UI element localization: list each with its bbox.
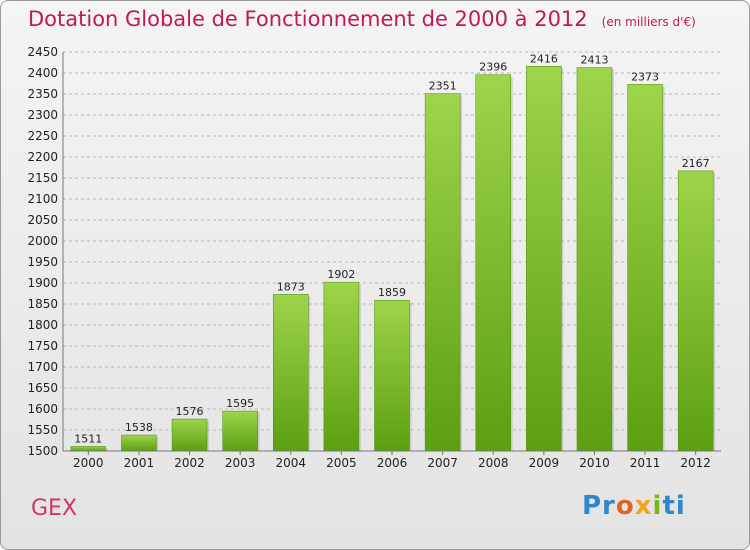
x-tick-label-2000: 2000 <box>73 456 104 470</box>
bar-2003 <box>222 410 258 452</box>
y-tick-label-2400: 2400 <box>27 66 58 80</box>
bar-2009 <box>526 66 562 452</box>
bar-2004 <box>273 294 309 452</box>
y-tick-label-2250: 2250 <box>27 129 58 143</box>
x-tick-label-2009: 2009 <box>529 456 560 470</box>
bar-2010 <box>576 67 613 452</box>
y-tick-label-2300: 2300 <box>27 108 58 122</box>
y-tick-label-2150: 2150 <box>27 171 58 185</box>
value-label-2011: 2373 <box>631 70 659 83</box>
unit-text: (en milliers d'€) <box>601 15 696 29</box>
y-tick-label-1550: 1550 <box>27 423 58 437</box>
bar-2001 <box>121 434 157 452</box>
x-tick-label-2006: 2006 <box>377 456 408 470</box>
proxiti-logo: Proxiti <box>582 491 686 521</box>
bar-2008 <box>475 74 511 452</box>
value-label-2007: 2351 <box>429 80 457 93</box>
x-tick-label-2003: 2003 <box>225 456 256 470</box>
value-label-2009: 2416 <box>530 52 558 65</box>
y-tick-label-2000: 2000 <box>27 234 58 248</box>
y-tick-label-1800: 1800 <box>27 318 58 332</box>
title-text: Dotation Globale de Fonctionnement de 20… <box>28 7 588 31</box>
bar-2006 <box>374 299 410 452</box>
x-tick-label-2007: 2007 <box>427 456 458 470</box>
x-tick-label-2008: 2008 <box>478 456 509 470</box>
x-tick-label-2001: 2001 <box>124 456 155 470</box>
bar-2007 <box>424 93 461 452</box>
y-tick-label-1850: 1850 <box>27 297 58 311</box>
y-tick-label-1650: 1650 <box>27 381 58 395</box>
y-tick-label-2200: 2200 <box>27 150 58 164</box>
y-tick-label-2050: 2050 <box>27 213 58 227</box>
x-tick-label-2011: 2011 <box>630 456 661 470</box>
value-label-2002: 1576 <box>176 405 204 418</box>
y-tick-label-1900: 1900 <box>27 276 58 290</box>
value-label-2000: 1511 <box>74 432 102 445</box>
chart-title: Dotation Globale de Fonctionnement de 20… <box>28 7 696 31</box>
y-tick-label-1500: 1500 <box>27 444 58 458</box>
y-tick-label-1750: 1750 <box>27 339 58 353</box>
y-tick-label-1950: 1950 <box>27 255 58 269</box>
bar-2000 <box>70 446 107 452</box>
bar-2002 <box>171 418 208 452</box>
commune-name: GEX <box>31 496 78 521</box>
bar-2011 <box>627 84 663 452</box>
value-label-2001: 1538 <box>125 421 153 434</box>
value-label-2006: 1859 <box>378 286 406 299</box>
value-label-2012: 2167 <box>682 157 710 170</box>
y-tick-label-2450: 2450 <box>27 45 58 59</box>
y-tick-label-2350: 2350 <box>27 87 58 101</box>
value-label-2004: 1873 <box>277 280 305 293</box>
x-tick-label-2012: 2012 <box>680 456 711 470</box>
y-tick-label-2100: 2100 <box>27 192 58 206</box>
x-tick-label-2004: 2004 <box>275 456 306 470</box>
bar-2012 <box>677 170 714 452</box>
y-tick-label-1700: 1700 <box>27 360 58 374</box>
value-label-2008: 2396 <box>479 61 507 74</box>
x-tick-label-2010: 2010 <box>579 456 610 470</box>
y-tick-label-1600: 1600 <box>27 402 58 416</box>
bar-2005 <box>323 281 360 452</box>
x-tick-label-2002: 2002 <box>174 456 205 470</box>
x-tick-label-2005: 2005 <box>326 456 357 470</box>
value-label-2005: 1902 <box>327 268 355 281</box>
value-label-2003: 1595 <box>226 397 254 410</box>
value-label-2010: 2413 <box>580 54 608 67</box>
